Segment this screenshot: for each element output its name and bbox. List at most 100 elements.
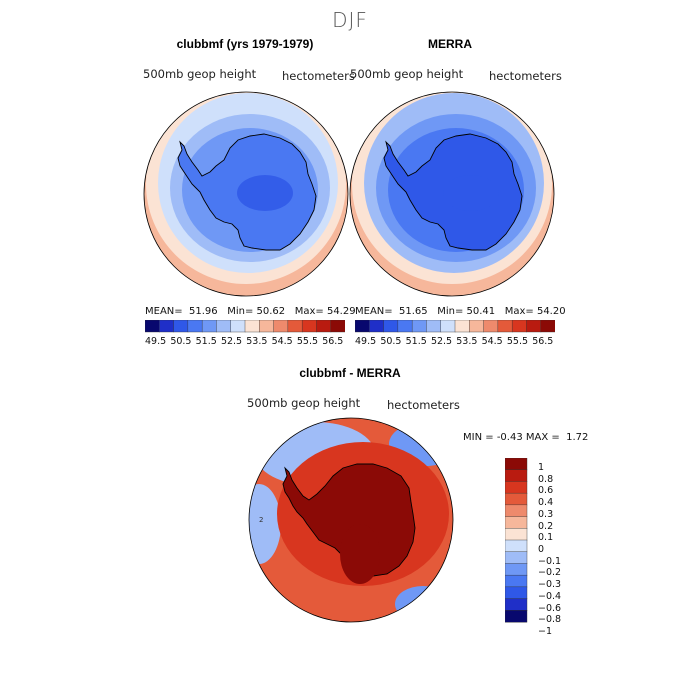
panel3-min-value: -0.43 (496, 432, 523, 443)
panel1-map-border (143, 91, 349, 297)
panel1-colorbar (145, 320, 345, 333)
panel2-colorbar-cell (454, 320, 470, 333)
panel3-colorbar-tick: −0.8 (538, 614, 562, 626)
panel1-subtitle-right: hectometers (282, 69, 355, 83)
panel3-title: clubbmf - MERRA (299, 366, 401, 380)
panel2-colorbar-cell (497, 320, 513, 333)
panel3-field-southeast-low (395, 586, 451, 622)
panel1-colorbar-cell (159, 320, 175, 333)
panel1-min-label: Min= (227, 306, 254, 317)
panel1-stats: MEAN= 51.96 Min= 50.62 Max= 54.29 (145, 306, 356, 317)
panel2-max-value: 54.20 (536, 306, 566, 317)
panel1-colorbar-cell (330, 320, 345, 333)
panel3-continent (282, 463, 416, 577)
panel2-map (349, 91, 555, 297)
panel3-colorbar-cell (505, 551, 528, 564)
panel2-title: MERRA (428, 37, 472, 51)
panel1-colorbar-cell (216, 320, 232, 333)
panel1-colorbar-cell (173, 320, 189, 333)
panel3-colorbar-tick: −0.4 (538, 590, 562, 602)
panel2-colorbar-cell (526, 320, 542, 333)
panel3-subtitle-left: 500mb geop height (247, 396, 361, 410)
panel3-colorbar-cell (505, 492, 528, 506)
panel1-colorbar-cell (230, 320, 246, 333)
panel3-colorbar-tick: 0.8 (538, 473, 554, 485)
panel1-subtitle-left: 500mb geop height (143, 67, 257, 81)
panel3-colorbar-tick: 0.4 (538, 497, 554, 509)
panel2-stats: MEAN= 51.65 Min= 50.41 Max= 54.20 (355, 306, 566, 317)
panel1-colorbar-tick: 52.5 (220, 336, 243, 347)
panel1-colorbar-tick: 54.5 (271, 336, 293, 347)
panel2-colorbar-cell (397, 320, 413, 333)
panel2-colorbar-cell (411, 320, 427, 333)
panel1-colorbar-cell (201, 320, 217, 333)
panel3-field-interior (340, 524, 380, 584)
panel3-colorbar-cell (505, 516, 528, 529)
panel3-colorbar-cell (505, 469, 528, 482)
panel2-colorbar-tick: 53.5 (456, 336, 478, 347)
panel2-colorbar-cell (483, 320, 499, 333)
panel3-colorbar-cell (505, 586, 528, 600)
panel2-subtitle-left: 500mb geop height (350, 67, 464, 81)
panel1-colorbar-tick: 51.5 (195, 336, 217, 347)
panel1-max-label: Max= (294, 306, 324, 317)
panel2-mean-value: 51.65 (399, 306, 428, 317)
panel1-title: clubbmf (yrs 1979-1979) (176, 37, 314, 51)
panel3-colorbar-tick: 0.2 (538, 520, 554, 532)
panel1-colorbar-tick: 49.5 (145, 336, 167, 347)
panel3-colorbar-tick: 0 (538, 544, 545, 555)
panel3-colorbar-tick: 0.6 (538, 485, 554, 497)
panel3-colorbar-tick: −0.3 (538, 579, 562, 591)
panel2-colorbar-cell (440, 320, 456, 333)
panel1-colorbar-cell (187, 320, 203, 333)
panel1-colorbar-cell (244, 320, 260, 333)
panel2-colorbar (355, 320, 555, 333)
panel1-colorbar-cell (259, 320, 275, 333)
season-title: DJF (332, 8, 368, 32)
panel3-max-value: 1.72 (566, 432, 589, 443)
panel3-colorbar-tick: 0.3 (538, 508, 554, 520)
panel3-contour-label: 2 (259, 516, 263, 524)
panel3-map-border (248, 417, 454, 623)
panel2-map-border (349, 91, 555, 297)
panel3-subtitle-right: hectometers (387, 398, 460, 412)
panel3-colorbar-tick: −0.2 (538, 567, 562, 579)
panel2-colorbar-cell (369, 320, 385, 333)
panel1-colorbar-tick: 56.5 (322, 336, 344, 347)
panel3-colorbar-ticks: 1 0.8 0.6 0.4 0.3 0.2 0.1 0 −0.1 −0.2 −0.3 −0.4 −0.6… (536, 458, 586, 637)
panel2-mean-label: MEAN= (355, 306, 393, 317)
panel2-field-interior (443, 175, 499, 211)
panel3-field-west-low (249, 484, 281, 564)
panel1-colorbar-cell (301, 320, 317, 333)
panel2-colorbar-tick: 52.5 (430, 336, 453, 347)
panel2-colorbar-cell (511, 320, 527, 333)
panel2-colorbar-tick: 54.5 (481, 336, 503, 347)
panel1-colorbar-cell (316, 320, 332, 333)
panel2-colorbar-cell (355, 320, 370, 333)
panel3-map: 2 (248, 417, 454, 623)
panel2-colorbar-cell (540, 320, 555, 333)
panel1-colorbar-cell (273, 320, 289, 333)
panel3-colorbar-tick: −1 (538, 626, 553, 637)
panel1-max-value: 54.29 (326, 306, 356, 317)
panel2-colorbar-tick: 51.5 (405, 336, 427, 347)
panel1-colorbar-ticks: 49.5 50.5 51.5 52.5 53.5 54.5 55.5 56.5 (145, 336, 355, 350)
panel3-colorbar-cell (505, 504, 528, 518)
panel1-mean-value: 51.96 (189, 306, 218, 317)
panel3-colorbar (505, 458, 528, 623)
panel3-colorbar-cell (505, 598, 528, 611)
panel3-colorbar-cell (505, 458, 528, 471)
panel1-colorbar-tick: 55.5 (296, 336, 319, 347)
panel1-mean-label: MEAN= (145, 306, 183, 317)
panel3-min-label: MIN = (463, 432, 494, 443)
panel1-map (143, 91, 349, 297)
panel1-min-value: 50.62 (256, 306, 286, 317)
panel2-subtitle-right: hectometers (489, 69, 562, 83)
panel2-min-value: 50.41 (466, 306, 496, 317)
panel2-colorbar-ticks: 49.5 50.5 51.5 52.5 53.5 54.5 55.5 56.5 (355, 336, 565, 350)
panel3-colorbar-tick: 1 (538, 462, 545, 473)
panel2-colorbar-tick: 50.5 (380, 336, 402, 347)
panel2-colorbar-tick: 55.5 (506, 336, 529, 347)
panel2-max-label: Max= (504, 306, 534, 317)
panel1-colorbar-tick: 53.5 (246, 336, 268, 347)
